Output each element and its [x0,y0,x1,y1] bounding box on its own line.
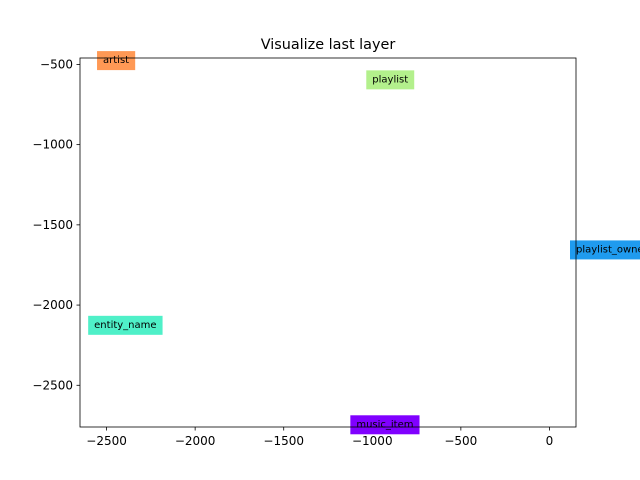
point-label: playlist [372,74,408,85]
y-tick-label: −2000 [32,298,73,312]
x-tick-label: −500 [444,434,477,448]
point-entity-name: entity_name [88,315,163,335]
point-label: entity_name [94,320,156,331]
point-label-box [366,70,415,90]
x-tick-label: −2500 [86,434,127,448]
x-tick-label: −2000 [175,434,216,448]
y-axis: −500 −1000 −1500 −2000 −2500 [32,57,80,392]
point-artist: artist [97,51,136,71]
point-label: music_item [356,419,413,430]
y-tick-label: −2500 [32,378,73,392]
axes-frame [79,57,577,428]
point-label: artist [103,55,129,66]
point-label-box [570,240,640,260]
point-playlist-owner: playlist_owner [570,240,640,260]
y-tick-label: −500 [40,57,73,71]
y-tick-label: −1000 [32,138,73,152]
x-tick-label: 0 [546,434,554,448]
x-tick-label: −1500 [263,434,304,448]
x-tick-label: −1000 [352,434,393,448]
point-label-box [97,51,136,71]
point-labels: artist playlist playlist_owner entity_namem… [88,51,640,435]
point-music-item: music_item [350,415,420,435]
point-playlist: playlist [366,70,415,90]
plot-frame [79,57,577,428]
chart-title: Visualize last layer [261,37,396,53]
x-axis: −2500 −2000 −1500 −1000 −500 0 [86,427,553,448]
point-label: playlist_owner [576,244,640,255]
y-tick-label: −1500 [32,218,73,232]
point-label-box [88,315,163,335]
point-label-box [350,415,420,435]
